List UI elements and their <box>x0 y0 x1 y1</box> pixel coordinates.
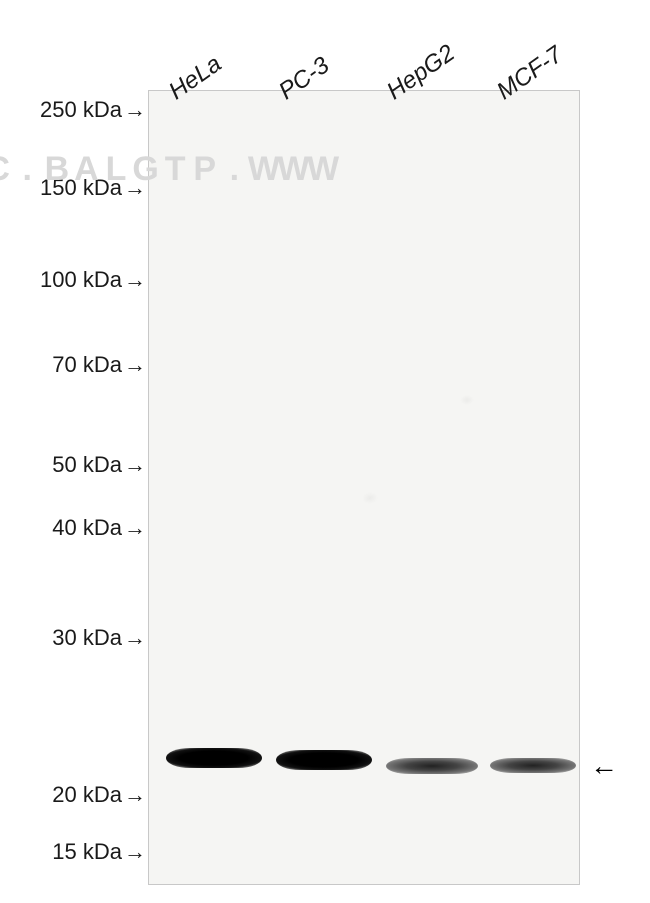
mw-marker-text: 50 kDa <box>52 452 122 477</box>
arrow-right-icon: → <box>124 175 146 201</box>
protein-band <box>490 758 576 773</box>
blot-noise-spot <box>460 395 474 405</box>
arrow-right-icon: → <box>124 97 146 123</box>
mw-marker-label: 15 kDa→ <box>0 839 146 865</box>
arrow-right-icon: → <box>124 625 146 651</box>
arrow-right-icon: → <box>124 782 146 808</box>
mw-marker-text: 20 kDa <box>52 782 122 807</box>
mw-marker-text: 70 kDa <box>52 352 122 377</box>
figure-container: HeLaPC-3HepG2MCF-7 250 kDa→150 kDa→100 k… <box>0 0 650 903</box>
arrow-right-icon: → <box>124 452 146 478</box>
protein-band <box>276 750 372 770</box>
arrow-right-icon: → <box>124 267 146 293</box>
mw-marker-label: 250 kDa→ <box>0 97 146 123</box>
mw-marker-label: 20 kDa→ <box>0 782 146 808</box>
mw-marker-text: 15 kDa <box>52 839 122 864</box>
arrow-right-icon: → <box>124 515 146 541</box>
mw-marker-label: 100 kDa→ <box>0 267 146 293</box>
mw-marker-label: 50 kDa→ <box>0 452 146 478</box>
mw-marker-label: 150 kDa→ <box>0 175 146 201</box>
mw-marker-text: 100 kDa <box>40 267 122 292</box>
mw-marker-label: 40 kDa→ <box>0 515 146 541</box>
mw-marker-label: 30 kDa→ <box>0 625 146 651</box>
protein-band <box>386 758 478 774</box>
band-pointer-arrow: ← <box>590 750 618 782</box>
mw-marker-text: 40 kDa <box>52 515 122 540</box>
mw-marker-text: 30 kDa <box>52 625 122 650</box>
arrow-right-icon: → <box>124 352 146 378</box>
mw-marker-text: 150 kDa <box>40 175 122 200</box>
blot-noise-spot <box>362 492 378 504</box>
mw-marker-text: 250 kDa <box>40 97 122 122</box>
mw-marker-label: 70 kDa→ <box>0 352 146 378</box>
protein-band <box>166 748 262 768</box>
arrow-right-icon: → <box>124 839 146 865</box>
